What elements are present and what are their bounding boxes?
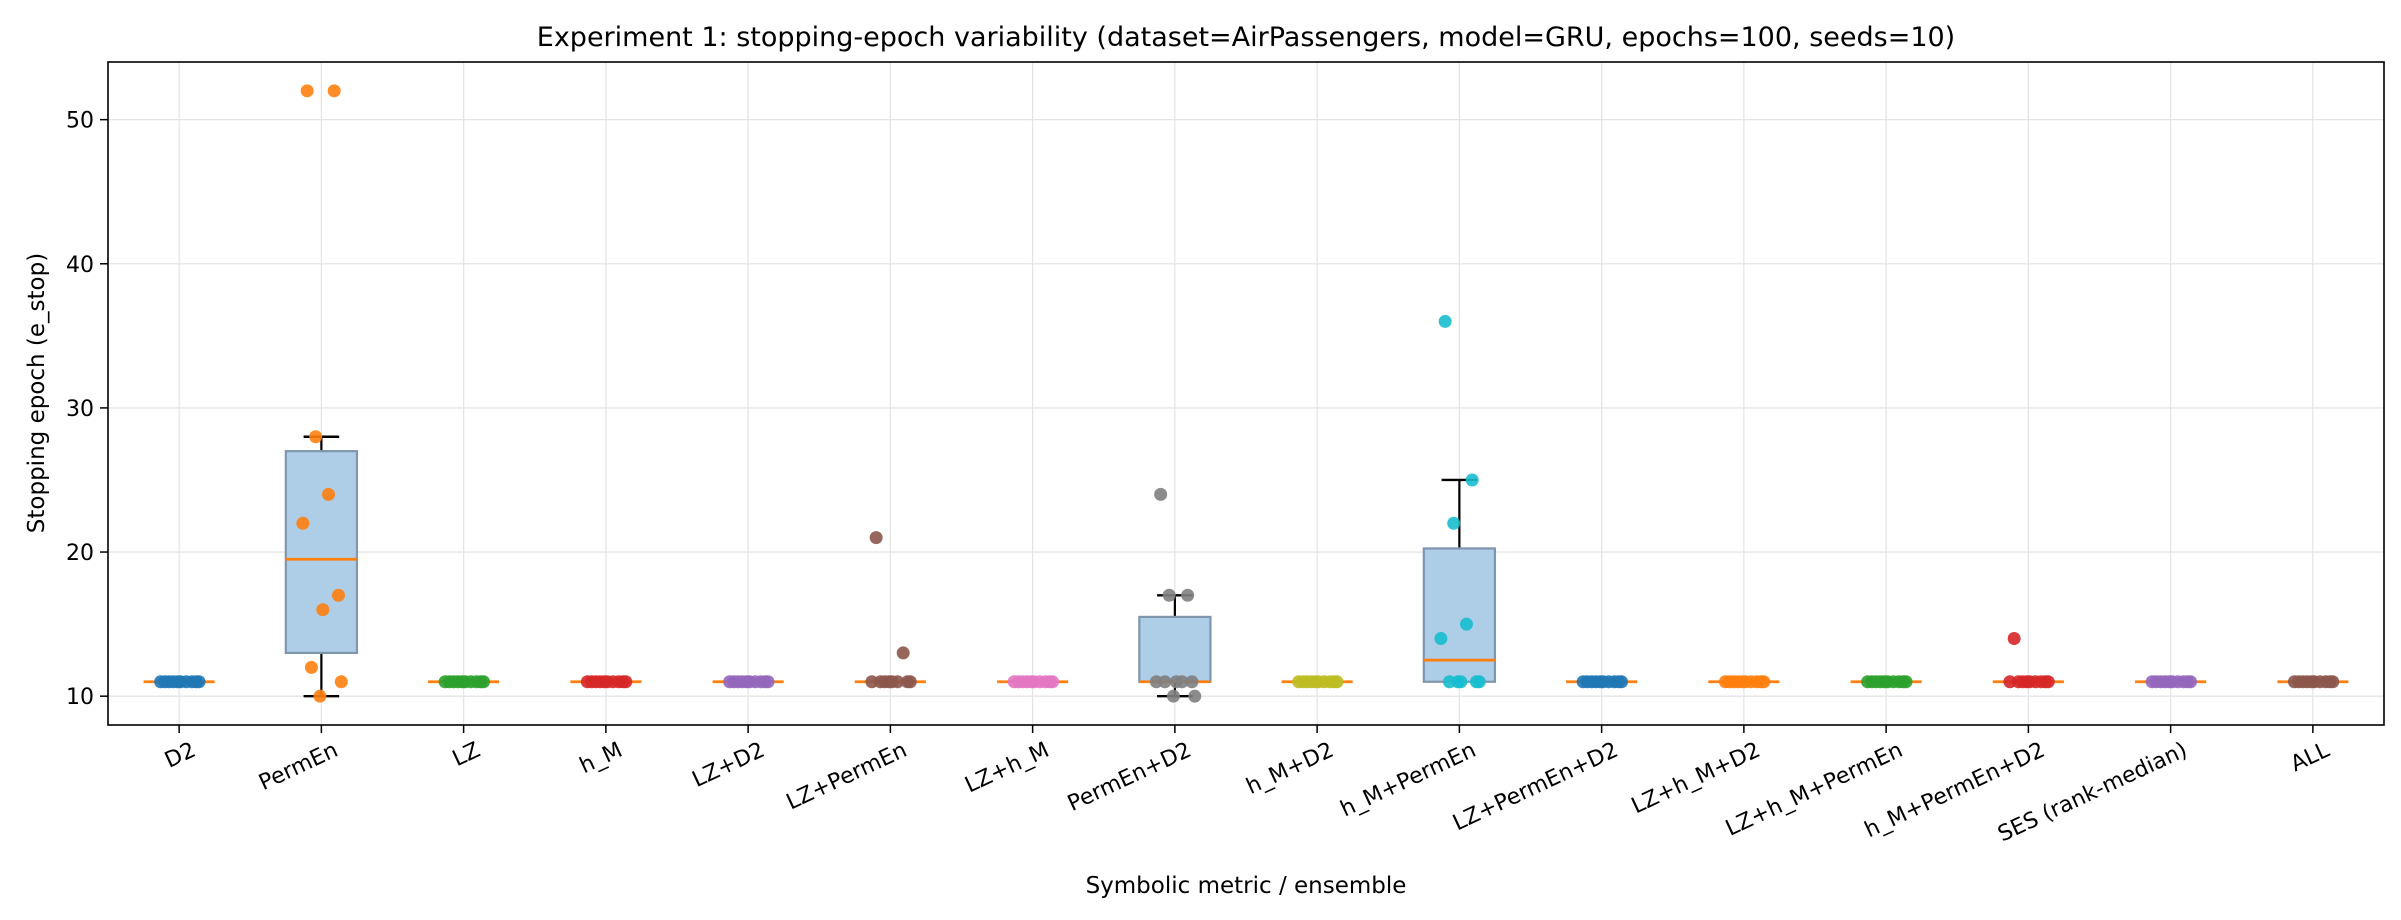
data-point: [2326, 675, 2340, 689]
data-point: [2007, 632, 2021, 646]
data-point: [1166, 689, 1180, 703]
data-point: [740, 675, 754, 689]
y-axis-label: Stopping epoch (e_stop): [24, 253, 50, 533]
data-point: [304, 660, 318, 674]
data-point: [1451, 675, 1465, 689]
y-axis-ticks: 10 20 30 40 50: [66, 109, 108, 710]
data-point: [882, 675, 896, 689]
data-point: [2041, 675, 2055, 689]
data-point: [1459, 617, 1473, 631]
data-point: [477, 675, 491, 689]
data-point: [869, 531, 883, 545]
data-point: [1593, 675, 1607, 689]
data-point: [192, 675, 206, 689]
grid-lines: [108, 62, 2384, 725]
y-tick-label: 20: [66, 541, 94, 566]
data-point: [1615, 675, 1629, 689]
data-point: [1024, 675, 1038, 689]
data-point: [597, 675, 611, 689]
data-point: [1185, 675, 1199, 689]
data-point: [1878, 675, 1892, 689]
y-tick-label: 10: [66, 685, 94, 710]
data-point: [903, 675, 917, 689]
data-point: [331, 588, 345, 602]
data-point: [455, 675, 469, 689]
data-point: [1465, 473, 1479, 487]
data-point: [1309, 675, 1323, 689]
data-point: [334, 675, 348, 689]
data-point: [1162, 588, 1176, 602]
data-point: [1154, 487, 1168, 501]
data-point: [1434, 632, 1448, 646]
data-point: [171, 675, 185, 689]
data-point: [1447, 516, 1461, 530]
data-point: [2184, 675, 2198, 689]
data-point: [2304, 675, 2318, 689]
data-point: [1158, 675, 1172, 689]
data-point: [2020, 675, 2034, 689]
data-point: [2162, 675, 2176, 689]
box-iqr: [1422, 547, 1497, 683]
data-point: [1188, 689, 1202, 703]
data-point: [619, 675, 633, 689]
data-point: [896, 646, 910, 660]
box-iqr: [1138, 615, 1212, 683]
data-points: [154, 84, 2340, 703]
y-tick-label: 40: [66, 253, 94, 278]
plot-frame: [107, 61, 2385, 726]
data-point: [309, 430, 323, 444]
data-point: [321, 487, 335, 501]
data-point: [1472, 675, 1486, 689]
data-point: [296, 516, 310, 530]
data-point: [1046, 675, 1060, 689]
chart-title: Experiment 1: stopping-epoch variability…: [537, 22, 1955, 53]
data-point: [1757, 675, 1771, 689]
data-point: [1899, 675, 1913, 689]
data-point: [1438, 314, 1452, 328]
y-tick-label: 50: [66, 109, 94, 134]
data-point: [300, 84, 314, 98]
data-point: [1181, 588, 1195, 602]
data-point: [761, 675, 775, 689]
data-point: [316, 603, 330, 617]
y-tick-label: 30: [66, 397, 94, 422]
box-iqr: [284, 450, 359, 655]
data-point: [1330, 675, 1344, 689]
data-point: [1735, 675, 1749, 689]
data-point: [327, 84, 341, 98]
boxes: [143, 435, 2349, 698]
data-point: [1169, 675, 1183, 689]
x-axis-label: Symbolic metric / ensemble: [1086, 873, 1407, 899]
data-point: [313, 689, 327, 703]
